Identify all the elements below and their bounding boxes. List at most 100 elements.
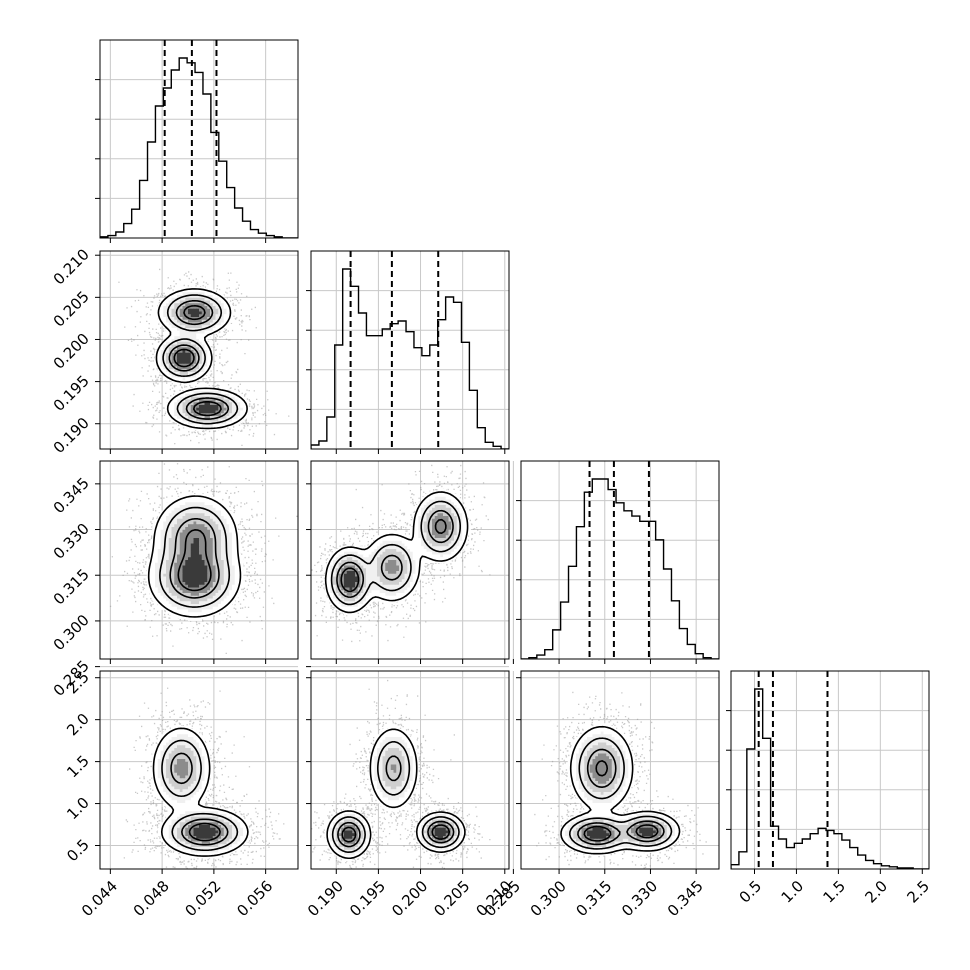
density-cell (201, 748, 205, 752)
density-cell (201, 847, 205, 851)
density-cell (215, 606, 219, 610)
density-cell (218, 499, 222, 503)
density-cell (177, 759, 181, 763)
density-cell (185, 576, 189, 580)
density-cell (415, 571, 419, 575)
density-cell (218, 838, 222, 842)
density-cell (360, 573, 364, 577)
density-cell (212, 606, 216, 610)
density-cell (407, 535, 411, 539)
density-cell (462, 521, 466, 525)
density-cell (355, 549, 359, 553)
density-cell (396, 593, 400, 597)
density-cell (199, 849, 203, 853)
density-cell (152, 524, 156, 528)
density-cell (201, 593, 205, 597)
density-cell (357, 595, 361, 599)
density-cell (188, 742, 192, 746)
density-cell (182, 418, 186, 422)
density-cell (210, 407, 214, 411)
density-cell (207, 385, 211, 389)
density-cell (199, 778, 203, 782)
density-cell (226, 535, 230, 539)
density-cell (188, 532, 192, 536)
density-cell (210, 830, 214, 834)
density-cell (229, 535, 233, 539)
density-cell (185, 391, 189, 395)
density-cell (190, 565, 194, 569)
density-cell (382, 540, 386, 544)
density-cell (440, 524, 444, 528)
density-cell (404, 590, 408, 594)
density-cell (188, 330, 192, 334)
density-cell (185, 800, 189, 804)
density-cell (166, 325, 170, 329)
density-cell (185, 841, 189, 845)
density-cell (330, 568, 334, 572)
density-cell (185, 494, 189, 498)
density-cell (179, 606, 183, 610)
density-cell (432, 540, 436, 544)
density-cell (196, 808, 200, 812)
density-cell (190, 319, 194, 323)
density-cell (204, 770, 208, 774)
density-cell (363, 584, 367, 588)
density-cell (193, 800, 197, 804)
density-cell (168, 582, 172, 586)
density-cell (174, 794, 178, 798)
density-cell (399, 551, 403, 555)
density-cell (377, 748, 381, 752)
density-cell (333, 582, 337, 586)
density-cell (185, 510, 189, 514)
density-cell (212, 855, 216, 859)
density-cell (182, 582, 186, 586)
density-cell (188, 410, 192, 414)
density-cell (445, 499, 449, 503)
density-cell (385, 590, 389, 594)
density-cell (218, 535, 222, 539)
density-cell (346, 554, 350, 558)
density-cell (193, 333, 197, 337)
density-cell (440, 546, 444, 550)
density-content (123, 687, 285, 869)
density-cell (174, 734, 178, 738)
density-cell (182, 587, 186, 591)
density-cell (174, 573, 178, 577)
density-cell (421, 562, 425, 566)
density-cell (193, 529, 197, 533)
density-cell (388, 593, 392, 597)
density-cell (188, 726, 192, 730)
density-cell (462, 532, 466, 536)
density-cell (177, 557, 181, 561)
density-cell (188, 825, 192, 829)
density-cell (223, 421, 227, 425)
density-cell (215, 521, 219, 525)
density-cell (188, 838, 192, 842)
density-cell (185, 844, 189, 848)
density-cell (221, 421, 225, 425)
density-cell (166, 819, 170, 823)
density-cell (177, 786, 181, 790)
density-cell (199, 418, 203, 422)
density-cell (193, 756, 197, 760)
density-cell (401, 753, 405, 757)
density-cell (443, 516, 447, 520)
density-cell (190, 737, 194, 741)
density-cell (182, 399, 186, 403)
density-cell (401, 554, 405, 558)
density-cell (223, 822, 227, 826)
density-cell (196, 805, 200, 809)
density-cell (377, 593, 381, 597)
density-cell (201, 546, 205, 550)
density-cell (232, 560, 236, 564)
density-cell (196, 742, 200, 746)
density-cell (190, 391, 194, 395)
density-cell (204, 308, 208, 312)
density-cell (185, 726, 189, 730)
density-cell (160, 546, 164, 550)
density-cell (196, 527, 200, 531)
density-cell (341, 549, 345, 553)
density-cell (404, 739, 408, 743)
density-cell (245, 413, 249, 417)
density-cell (190, 510, 194, 514)
